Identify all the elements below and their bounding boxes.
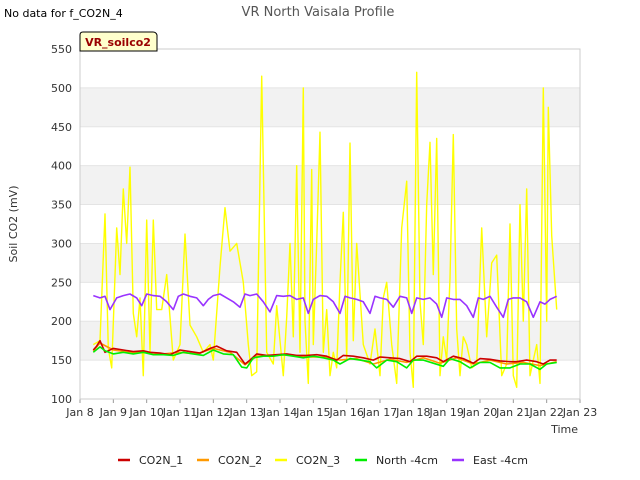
legend-label: North -4cm [376, 454, 438, 467]
y-tick-label: 100 [51, 393, 72, 406]
x-tick-label: Jan 8 [65, 406, 93, 419]
y-tick-label: 250 [51, 276, 72, 289]
x-tick-label: Jan 18 [395, 406, 430, 419]
x-tick-label: Jan 19 [428, 406, 463, 419]
legend-label: East -4cm [473, 454, 528, 467]
x-tick-label: Jan 12 [195, 406, 230, 419]
y-axis-label: Soil CO2 (mV) [7, 186, 20, 263]
y-tick-label: 550 [51, 43, 72, 56]
legend-label: CO2N_1 [139, 454, 183, 467]
grid-band [80, 282, 580, 322]
x-tick-label: Jan 9 [99, 406, 127, 419]
no-data-notice: No data for f_CO2N_4 [4, 7, 123, 20]
grid-band [80, 204, 580, 244]
y-tick-label: 150 [51, 354, 72, 367]
chart-title: VR North Vaisala Profile [242, 5, 395, 20]
x-tick-label: Jan 20 [462, 406, 497, 419]
x-tick-label: Jan 16 [328, 406, 363, 419]
x-tick-label: Jan 17 [362, 406, 397, 419]
grid-band [80, 49, 580, 88]
x-axis-label: Time [550, 423, 578, 436]
x-tick-label: Jan 15 [295, 406, 330, 419]
grid-band [80, 165, 580, 205]
x-tick-label: Jan 14 [262, 406, 297, 419]
x-tick-label: Jan 23 [562, 406, 597, 419]
y-tick-label: 200 [51, 315, 72, 328]
x-tick-label: Jan 13 [228, 406, 263, 419]
grid-band [80, 126, 580, 166]
x-tick-label: Jan 11 [162, 406, 197, 419]
y-tick-label: 400 [51, 160, 72, 173]
y-tick-label: 350 [51, 199, 72, 212]
site-tag-label: VR_soilco2 [85, 36, 151, 49]
site-tag: VR_soilco2 [79, 31, 158, 52]
legend-label: CO2N_3 [296, 454, 340, 467]
series-line-co2n-3 [92, 71, 558, 388]
legend-label: CO2N_2 [218, 454, 262, 467]
y-tick-label: 500 [51, 82, 72, 95]
x-tick-label: Jan 10 [128, 406, 163, 419]
x-tick-label: Jan 21 [495, 406, 530, 419]
y-tick-label: 300 [51, 237, 72, 250]
series-line-north-4cm [92, 346, 557, 371]
y-tick-label: 450 [51, 121, 72, 134]
series-line-east-4cm [93, 293, 558, 319]
series-line-co2n-1 [92, 339, 557, 365]
grid-band [80, 87, 580, 127]
plot-frame [79, 48, 581, 400]
x-tick-label: Jan 22 [528, 406, 563, 419]
